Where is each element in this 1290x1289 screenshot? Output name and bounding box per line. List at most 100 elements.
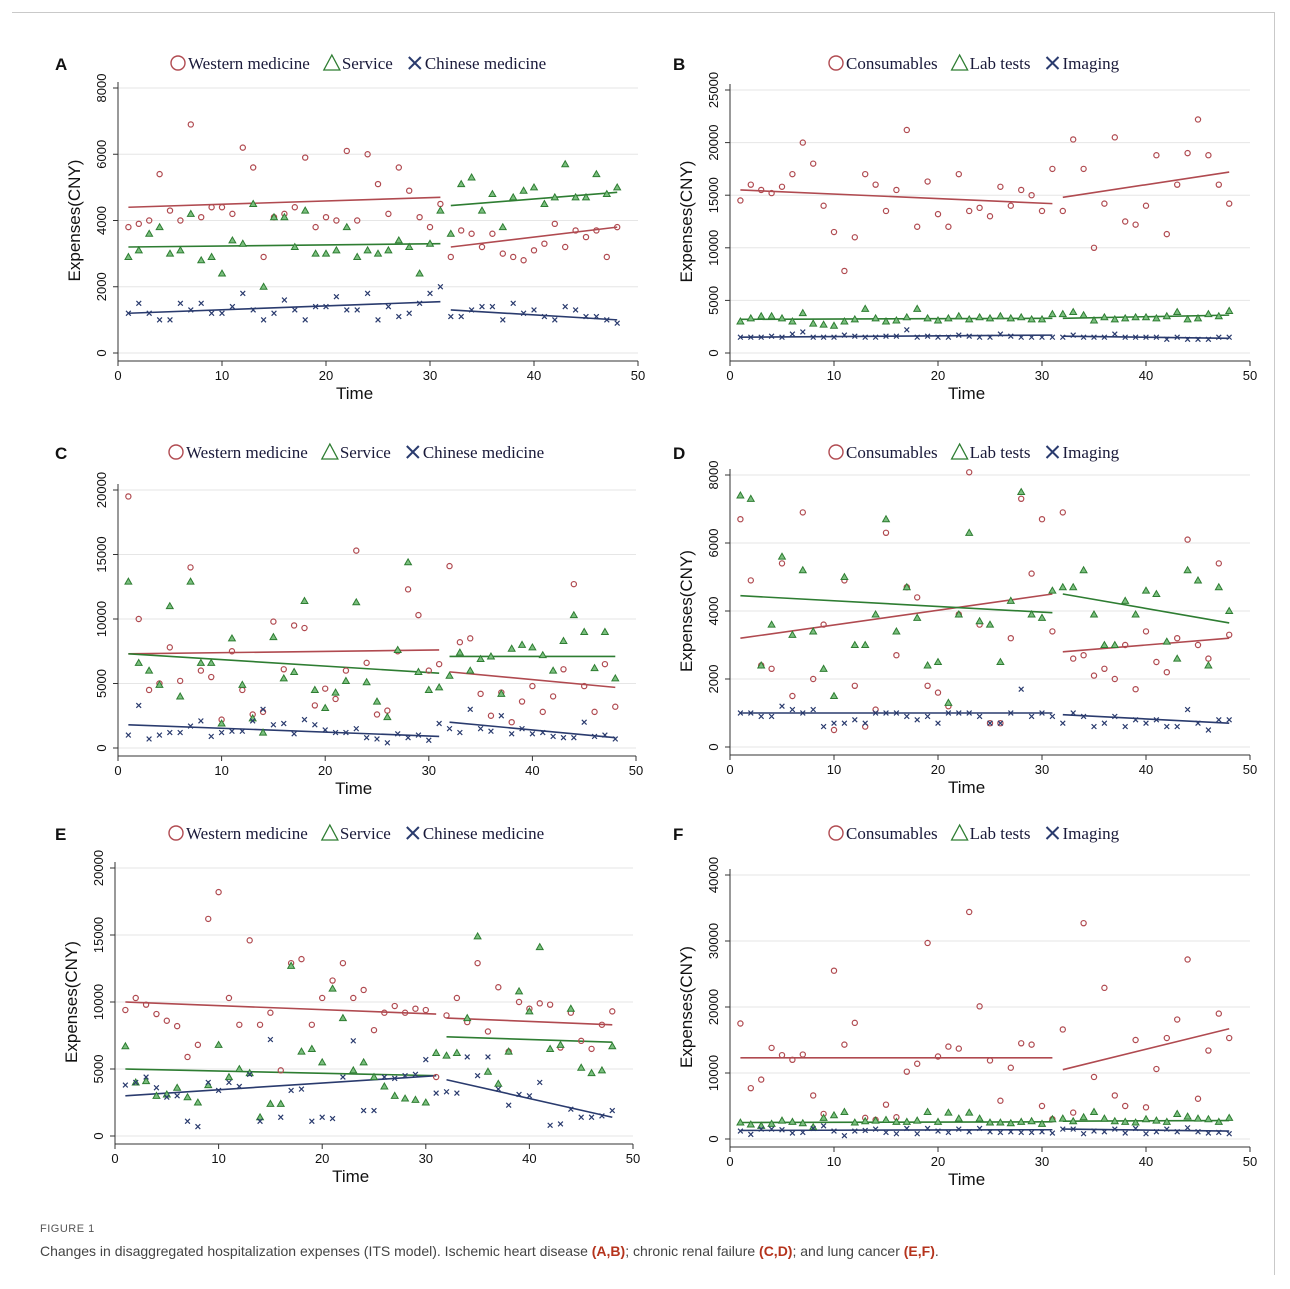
- data-point-circle: [489, 230, 496, 237]
- data-point-circle: [422, 1006, 429, 1014]
- data-point-x: [903, 327, 910, 333]
- data-point-x: [505, 1102, 512, 1109]
- data-point-triangle: [881, 514, 891, 523]
- data-point-triangle: [933, 1117, 943, 1125]
- data-point-triangle: [1068, 582, 1078, 591]
- data-point-triangle: [975, 312, 984, 321]
- data-point-circle: [789, 692, 796, 700]
- data-point-x: [1101, 720, 1108, 727]
- data-point-circle: [578, 1037, 585, 1045]
- data-point-x: [1080, 1130, 1087, 1137]
- data-point-x: [249, 718, 256, 724]
- legend-label: Western medicine: [186, 443, 308, 462]
- trend-line: [128, 723, 440, 738]
- data-point-circle: [529, 682, 536, 690]
- trend-line: [446, 1017, 613, 1026]
- data-point-x: [464, 1054, 471, 1060]
- data-point-triangle: [384, 245, 393, 254]
- y-tick-label: 2000: [94, 272, 109, 301]
- data-point-circle: [560, 666, 567, 673]
- data-point-x: [872, 334, 879, 341]
- data-point-x: [1080, 334, 1087, 341]
- data-point-triangle: [224, 1072, 234, 1081]
- data-point-x: [312, 303, 319, 310]
- data-point-x: [520, 310, 527, 317]
- data-point-circle: [841, 267, 848, 275]
- data-point-x: [174, 1092, 180, 1099]
- data-point-triangle: [269, 632, 278, 641]
- data-point-x: [298, 1086, 305, 1092]
- data-point-x: [768, 1126, 775, 1132]
- y-tick-label: 15000: [706, 177, 721, 213]
- data-point-triangle: [172, 1083, 182, 1091]
- data-point-x: [236, 1083, 243, 1090]
- data-point-circle: [1080, 652, 1087, 659]
- data-point-triangle: [1131, 609, 1140, 618]
- data-point-x: [485, 1054, 491, 1060]
- data-point-x: [271, 310, 277, 317]
- data-point-triangle: [341, 676, 351, 684]
- data-point-circle: [1225, 1034, 1233, 1042]
- x-tick-label: 30: [422, 763, 436, 778]
- data-point-x: [385, 303, 392, 310]
- x-tick-label: 0: [111, 1151, 118, 1166]
- data-point-x: [799, 329, 806, 335]
- data-point-triangle: [912, 304, 922, 312]
- data-point-x: [477, 725, 484, 732]
- data-point-x: [246, 1071, 253, 1078]
- y-tick-label: 10000: [706, 1055, 721, 1091]
- data-point-circle: [830, 967, 838, 974]
- data-point-circle: [778, 560, 786, 567]
- panel-letter: F: [673, 825, 683, 844]
- data-point-triangle: [372, 697, 382, 705]
- data-point-circle: [737, 1020, 744, 1027]
- figure-label: FIGURE 1: [40, 1223, 95, 1235]
- data-point-circle: [799, 1051, 807, 1058]
- data-point-x: [177, 729, 183, 736]
- data-point-triangle: [556, 1040, 565, 1048]
- data-point-triangle: [579, 627, 589, 635]
- data-point-x: [467, 706, 474, 713]
- data-point-x: [966, 1128, 973, 1135]
- data-point-triangle: [550, 192, 560, 201]
- data-point-circle: [291, 204, 298, 211]
- data-point-triangle: [954, 311, 964, 320]
- data-point-triangle: [528, 642, 537, 651]
- data-point-circle: [474, 959, 481, 967]
- data-point-triangle: [923, 313, 932, 322]
- data-point-circle: [1101, 200, 1108, 207]
- data-point-x: [146, 736, 152, 742]
- data-point-triangle: [124, 252, 133, 260]
- data-point-triangle: [193, 1098, 203, 1106]
- y-tick-label: 20000: [91, 850, 106, 886]
- data-point-triangle: [1172, 1109, 1182, 1117]
- data-point-triangle: [152, 1091, 161, 1099]
- data-point-x: [583, 313, 589, 320]
- data-point-triangle: [266, 1099, 275, 1107]
- data-point-triangle: [819, 1113, 828, 1121]
- caption-text-2: ; chronic renal failure: [625, 1243, 760, 1259]
- data-point-circle: [1153, 152, 1160, 159]
- data-point-triangle: [611, 673, 620, 682]
- data-point-x: [302, 317, 309, 323]
- data-point-x: [187, 307, 194, 313]
- data-point-x: [132, 1079, 139, 1086]
- data-point-x: [1205, 727, 1212, 733]
- x-tick-label: 30: [1035, 368, 1049, 383]
- legend-triangle-marker: [320, 442, 339, 460]
- data-point-triangle: [462, 1013, 472, 1022]
- data-point-circle: [810, 675, 817, 683]
- data-point-triangle: [1141, 312, 1151, 321]
- data-point-circle: [208, 204, 215, 211]
- data-point-triangle: [1048, 586, 1057, 594]
- data-point-triangle: [248, 199, 258, 207]
- legend-item: Lab tests: [950, 53, 1031, 73]
- data-point-x: [319, 1114, 326, 1121]
- x-tick-label: 30: [1035, 1154, 1049, 1169]
- data-point-triangle: [538, 650, 548, 659]
- data-point-circle: [225, 994, 233, 1002]
- x-tick-label: 10: [215, 368, 229, 383]
- data-point-circle: [218, 204, 226, 211]
- data-point-triangle: [207, 252, 216, 260]
- data-point-triangle: [1141, 1114, 1151, 1123]
